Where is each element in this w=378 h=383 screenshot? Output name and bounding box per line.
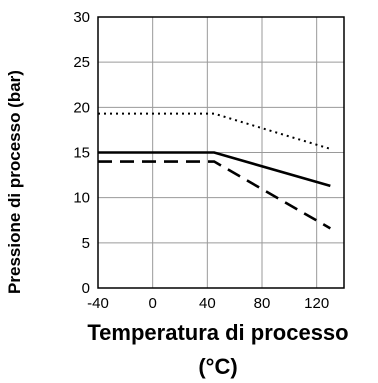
y-tick-label: 5 bbox=[82, 235, 90, 252]
y-tick-labels: 0 5 10 15 20 25 30 bbox=[73, 9, 90, 297]
x-tick-label: 40 bbox=[199, 295, 216, 312]
y-tick-label: 20 bbox=[73, 99, 90, 116]
series-line-dotted bbox=[98, 112, 331, 150]
x-tick-label: 120 bbox=[304, 295, 329, 312]
series-line-dashed bbox=[98, 160, 331, 230]
series-group bbox=[98, 112, 331, 230]
y-tick-label: 15 bbox=[73, 145, 90, 162]
y-tick-label: 0 bbox=[82, 280, 90, 297]
y-tick-label: 10 bbox=[73, 190, 90, 207]
y-tick-label: 25 bbox=[73, 54, 90, 71]
plot-frame bbox=[97, 16, 345, 289]
y-axis-label: Pressione di processo (bar) bbox=[5, 70, 24, 294]
x-tick-labels: -40 0 40 80 120 bbox=[87, 295, 329, 312]
y-tick-label: 30 bbox=[73, 9, 90, 26]
series-line-solid bbox=[98, 151, 331, 188]
x-tick-label: -40 bbox=[87, 295, 109, 312]
x-axis-label-line1: Temperatura di processo bbox=[87, 320, 348, 345]
x-axis-label-line2: (°C) bbox=[198, 354, 237, 379]
x-tick-label: 80 bbox=[254, 295, 271, 312]
x-tick-label: 0 bbox=[148, 295, 156, 312]
